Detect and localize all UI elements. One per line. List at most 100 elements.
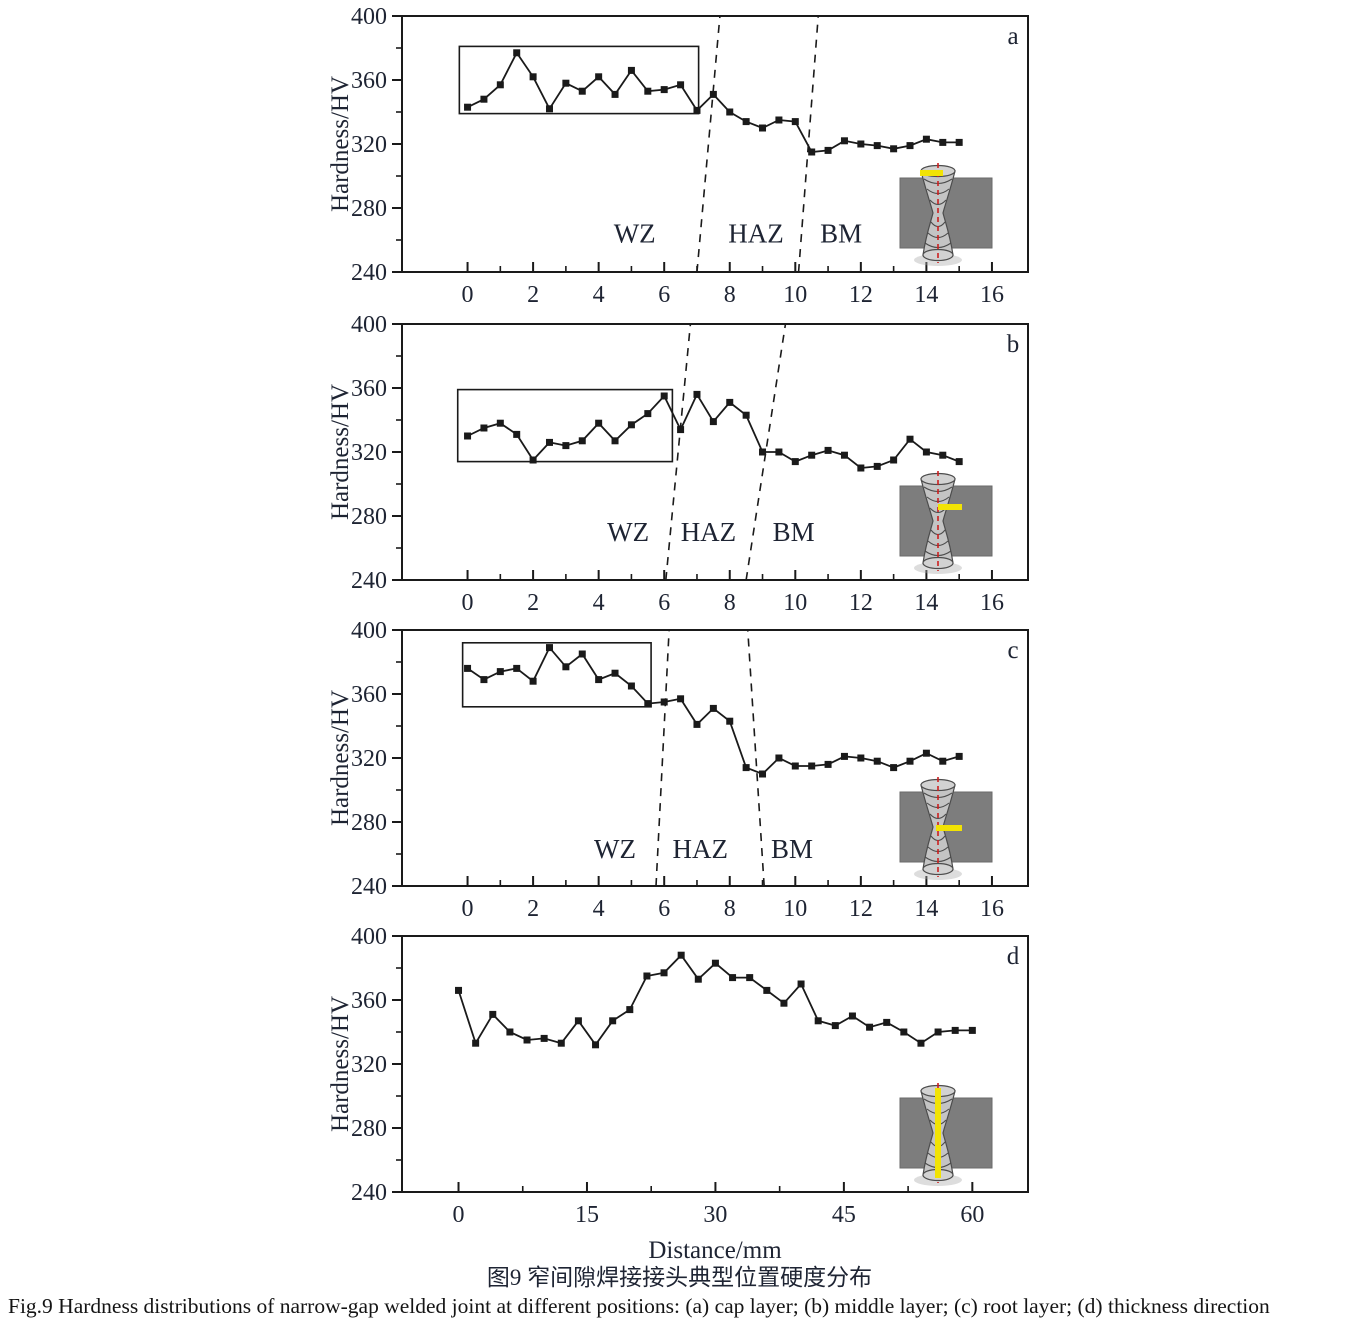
wz-highlight-box — [456, 388, 674, 463]
x-tick-label: 2 — [527, 896, 539, 922]
y-tick-label: 320 — [351, 746, 387, 772]
y-tick-label: 280 — [351, 810, 387, 836]
zone-label-BM: BM — [773, 517, 815, 547]
x-tick-label: 8 — [724, 896, 736, 922]
data-point — [644, 410, 652, 418]
caption-chinese: 图9 窄间隙焊接接头典型位置硬度分布 — [486, 1265, 873, 1290]
data-point — [939, 138, 947, 146]
data-point — [873, 142, 881, 150]
data-point — [780, 999, 788, 1007]
x-tick-label: 14 — [914, 282, 938, 308]
zone-boundary-line — [665, 323, 692, 581]
data-point — [693, 106, 701, 114]
data-point — [857, 464, 865, 472]
data-point — [496, 81, 504, 89]
data-point — [480, 95, 488, 103]
data-point — [455, 986, 463, 994]
zone-boundary-line — [746, 629, 765, 887]
data-point — [709, 418, 717, 426]
data-point — [711, 959, 719, 967]
data-point — [791, 118, 799, 126]
x-tick-label: 2 — [527, 590, 539, 616]
x-tick-label: 10 — [783, 590, 807, 616]
data-point — [643, 972, 651, 980]
data-point — [660, 969, 668, 977]
x-tick-label: 6 — [658, 590, 670, 616]
data-point — [489, 1010, 497, 1018]
data-point — [557, 1039, 565, 1047]
data-point — [831, 1022, 839, 1030]
data-point — [513, 664, 521, 672]
zone-boundary-line — [655, 629, 670, 887]
y-tick-label: 320 — [351, 440, 387, 466]
x-tick-label: 6 — [658, 896, 670, 922]
data-point — [545, 438, 553, 446]
data-point — [746, 974, 754, 982]
data-point — [562, 663, 570, 671]
data-point — [840, 137, 848, 145]
data-point — [660, 86, 668, 94]
data-point — [677, 426, 685, 434]
data-point — [506, 1028, 514, 1036]
data-point — [611, 437, 619, 445]
data-point — [742, 411, 750, 419]
data-point — [627, 66, 635, 74]
zone-label-WZ: WZ — [594, 834, 636, 864]
weld-cross-section-inset — [899, 471, 993, 574]
data-point — [693, 720, 701, 728]
data-point — [955, 752, 963, 760]
x-tick-label: 2 — [527, 282, 539, 308]
x-tick-label: 8 — [724, 590, 736, 616]
y-tick-label: 280 — [351, 1116, 387, 1142]
y-tick-label: 240 — [351, 1180, 387, 1206]
wz-highlight-box — [461, 641, 652, 708]
x-tick-label: 60 — [960, 1202, 984, 1228]
data-point — [873, 462, 881, 470]
y-axis-title: Hardness/HV — [330, 384, 354, 520]
data-point — [824, 760, 832, 768]
data-point — [627, 682, 635, 690]
data-point — [529, 73, 537, 81]
data-point — [808, 762, 816, 770]
data-point — [866, 1023, 874, 1031]
wz-highlight-box — [458, 45, 700, 115]
data-point — [726, 398, 734, 406]
data-point — [693, 390, 701, 398]
data-point — [742, 764, 750, 772]
y-axis-title: Hardness/HV — [330, 690, 354, 826]
data-point — [595, 73, 603, 81]
data-point — [922, 448, 930, 456]
data-point — [939, 757, 947, 765]
x-tick-label: 0 — [462, 590, 474, 616]
data-point — [729, 974, 737, 982]
data-point — [726, 108, 734, 116]
data-point — [890, 764, 898, 772]
chart-b-svg: 240 280 320 360 400 0 2 4 6 8 10 12 14 16 Hardness/HV W… — [330, 314, 1029, 616]
panel-letter: c — [1007, 637, 1018, 664]
x-tick-label: 12 — [849, 282, 873, 308]
y-tick-label: 240 — [351, 874, 387, 900]
data-point — [545, 644, 553, 652]
data-point — [644, 700, 652, 708]
x-tick-label: 14 — [914, 896, 938, 922]
zone-label-WZ: WZ — [614, 219, 656, 249]
data-point — [922, 135, 930, 143]
data-point — [775, 448, 783, 456]
data-point — [529, 677, 537, 685]
data-point — [900, 1028, 908, 1036]
data-point — [627, 421, 635, 429]
data-point — [464, 664, 472, 672]
weld-bead-arc — [929, 199, 947, 206]
x-tick-label: 12 — [849, 896, 873, 922]
data-point — [660, 698, 668, 706]
panel-letter: a — [1007, 23, 1018, 50]
data-point — [955, 138, 963, 146]
data-point — [883, 1018, 891, 1026]
zone-label-HAZ: HAZ — [681, 517, 737, 547]
data-point — [848, 1012, 856, 1020]
chart-c-svg: 240 280 320 360 400 0 2 4 6 8 10 12 14 16 Hardness/HV W… — [330, 620, 1029, 922]
data-point — [480, 676, 488, 684]
chart-panel-a: 240 280 320 360 400 0 2 4 6 8 10 12 14 16 Hardness/HV W… — [330, 6, 1046, 308]
data-point — [726, 717, 734, 725]
zone-boundary-line — [696, 15, 721, 273]
